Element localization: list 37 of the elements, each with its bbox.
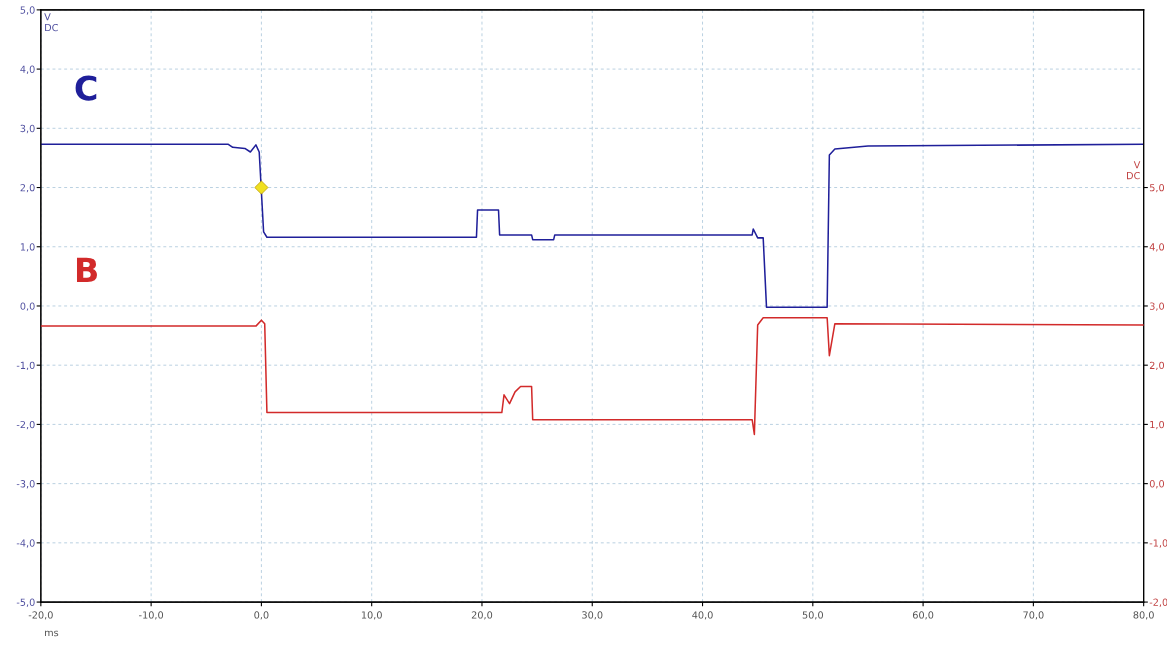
y2-axis-title: V DC — [1127, 161, 1141, 180]
series-label: B — [76, 257, 97, 282]
y-tick-label: 5,0 — [20, 6, 35, 15]
x-tick-label: 40,0 — [692, 611, 713, 620]
x-tick-label: 70,0 — [1023, 611, 1044, 620]
y2-tick-label: 0,0 — [1149, 480, 1165, 489]
x-axis-title: ms — [45, 630, 59, 637]
y-tick-label: 1,0 — [20, 243, 35, 252]
y2-tick-label: 4,0 — [1149, 243, 1165, 252]
y-tick-label: -1,0 — [16, 361, 35, 371]
x-tick-label: 50,0 — [802, 611, 823, 620]
line-series — [40, 143, 1144, 308]
x-tick-label: 10,0 — [361, 611, 382, 620]
y2-tick-label: -2,0 — [1149, 598, 1167, 607]
y-tick-label: -4,0 — [16, 539, 35, 548]
y-tick-label: -5,0 — [16, 598, 35, 607]
y-tick-label: -2,0 — [16, 420, 35, 430]
y2-tick-label: 2,0 — [1149, 361, 1165, 371]
y2-tick-label: 1,0 — [1150, 420, 1165, 430]
x-tick-label: -10,0 — [139, 611, 164, 620]
x-tick-label: 60,0 — [912, 611, 934, 620]
series-label: C — [75, 75, 97, 101]
line-series — [40, 317, 1144, 436]
y-tick-label: -3,0 — [16, 480, 35, 489]
x-tick-label: 30,0 — [582, 611, 603, 620]
y-tick-label: 3,0 — [20, 124, 35, 134]
y-tick-label: 4,0 — [20, 65, 35, 74]
y-tick-label: 2,0 — [20, 184, 35, 193]
x-tick-label: 20,0 — [471, 611, 493, 620]
y-axis-title: V DC — [44, 13, 58, 32]
y-tick-label: 0,0 — [20, 302, 35, 311]
x-tick-label: -20,0 — [28, 611, 53, 620]
x-tick-label: 80,0 — [1133, 611, 1154, 620]
y2-tick-label: -1,0 — [1149, 539, 1167, 548]
y2-tick-label: 5,0 — [1149, 184, 1165, 193]
y2-tick-label: 3,0 — [1149, 302, 1165, 311]
x-tick-label: 0,0 — [254, 611, 269, 620]
